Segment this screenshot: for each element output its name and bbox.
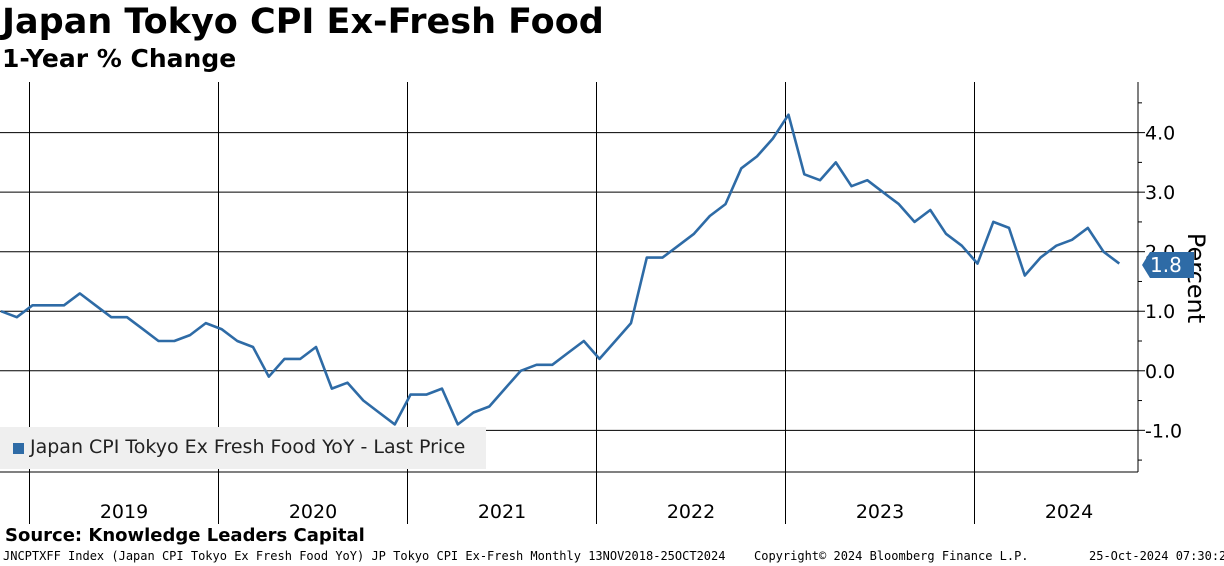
data-point: [158, 340, 160, 342]
data-point: [599, 358, 601, 360]
chart-title: Japan Tokyo CPI Ex-Fresh Food: [2, 2, 604, 42]
y-tick-label: 3.0: [1145, 182, 1175, 204]
data-point: [441, 388, 443, 390]
data-point: [677, 245, 679, 247]
data-point: [819, 179, 821, 181]
data-point: [347, 382, 349, 384]
data-point: [173, 340, 175, 342]
data-point: [725, 203, 727, 205]
x-tick-label: 2023: [856, 501, 904, 523]
y-axis-label: Percent: [1182, 232, 1210, 324]
chart-subtitle: 1-Year % Change: [2, 44, 237, 73]
data-point: [284, 358, 286, 360]
data-point: [252, 346, 254, 348]
data-point: [205, 322, 207, 324]
y-tick-label: 4.0: [1145, 123, 1175, 145]
data-point: [567, 352, 569, 354]
source-note: Source: Knowledge Leaders Capital: [5, 525, 365, 546]
data-point: [929, 209, 931, 211]
data-point: [1118, 263, 1120, 265]
data-point: [772, 138, 774, 140]
data-point: [662, 257, 664, 259]
legend: Japan CPI Tokyo Ex Fresh Food YoY - Last…: [0, 427, 486, 469]
data-point: [1103, 251, 1105, 253]
data-point: [1071, 239, 1073, 241]
footer-copyright: Copyright© 2024 Bloomberg Finance L.P.: [754, 549, 1029, 563]
data-point: [47, 304, 49, 306]
data-point: [866, 179, 868, 181]
data-point: [1024, 275, 1026, 277]
data-point: [709, 215, 711, 217]
last-value-badge: [1142, 252, 1194, 278]
y-tick-label: -1.0: [1145, 420, 1182, 442]
data-point: [189, 334, 191, 336]
data-point: [425, 394, 427, 396]
series-line: [0, 113, 1121, 426]
data-point: [788, 114, 790, 116]
data-point: [583, 340, 585, 342]
data-point: [473, 411, 475, 413]
data-point: [16, 316, 18, 318]
data-point: [992, 221, 994, 223]
data-point: [1008, 227, 1010, 229]
data-point: [63, 304, 65, 306]
data-point: [961, 245, 963, 247]
data-point: [1055, 245, 1057, 247]
data-point: [32, 304, 34, 306]
data-point: [79, 292, 81, 294]
data-point: [95, 304, 97, 306]
data-point: [504, 388, 506, 390]
data-point: [1040, 257, 1042, 259]
data-point: [536, 364, 538, 366]
data-point: [646, 257, 648, 259]
data-point: [914, 221, 916, 223]
data-point: [520, 370, 522, 372]
legend-swatch-icon: [13, 443, 24, 454]
data-point: [614, 340, 616, 342]
x-tick-label: 2019: [100, 501, 148, 523]
x-tick-label: 2022: [667, 501, 715, 523]
data-point: [756, 155, 758, 157]
data-point: [315, 346, 317, 348]
data-point: [142, 328, 144, 330]
y-tick-label: 0.0: [1145, 361, 1175, 383]
x-tick-label: 2024: [1045, 501, 1093, 523]
y-tick-label: 1.0: [1145, 301, 1175, 323]
footer-ticker: JNCPTXFF Index (Japan CPI Tokyo Ex Fresh…: [3, 549, 726, 563]
data-point: [362, 400, 364, 402]
x-tick-label: 2020: [289, 501, 337, 523]
data-point: [488, 406, 490, 408]
data-point: [110, 316, 112, 318]
data-point: [299, 358, 301, 360]
data-point: [835, 161, 837, 163]
data-point: [457, 423, 459, 425]
data-point: [693, 233, 695, 235]
last-value-label: 1.8: [1150, 253, 1182, 277]
data-point: [803, 173, 805, 175]
data-point: [945, 233, 947, 235]
footer-timestamp: 25-Oct-2024 07:30:23: [1089, 549, 1224, 563]
data-point: [1087, 227, 1089, 229]
data-point: [551, 364, 553, 366]
x-tick-label: 2021: [478, 501, 526, 523]
data-point: [0, 310, 2, 312]
data-point: [898, 203, 900, 205]
data-point: [268, 376, 270, 378]
data-point: [394, 423, 396, 425]
data-point: [630, 322, 632, 324]
data-point: [740, 167, 742, 169]
data-point: [126, 316, 128, 318]
legend-label: Japan CPI Tokyo Ex Fresh Food YoY - Last…: [30, 436, 466, 458]
data-point: [378, 411, 380, 413]
data-point: [331, 388, 333, 390]
data-point: [882, 191, 884, 193]
data-point: [851, 185, 853, 187]
data-point: [410, 394, 412, 396]
data-point: [977, 263, 979, 265]
data-point: [221, 328, 223, 330]
data-point: [236, 340, 238, 342]
